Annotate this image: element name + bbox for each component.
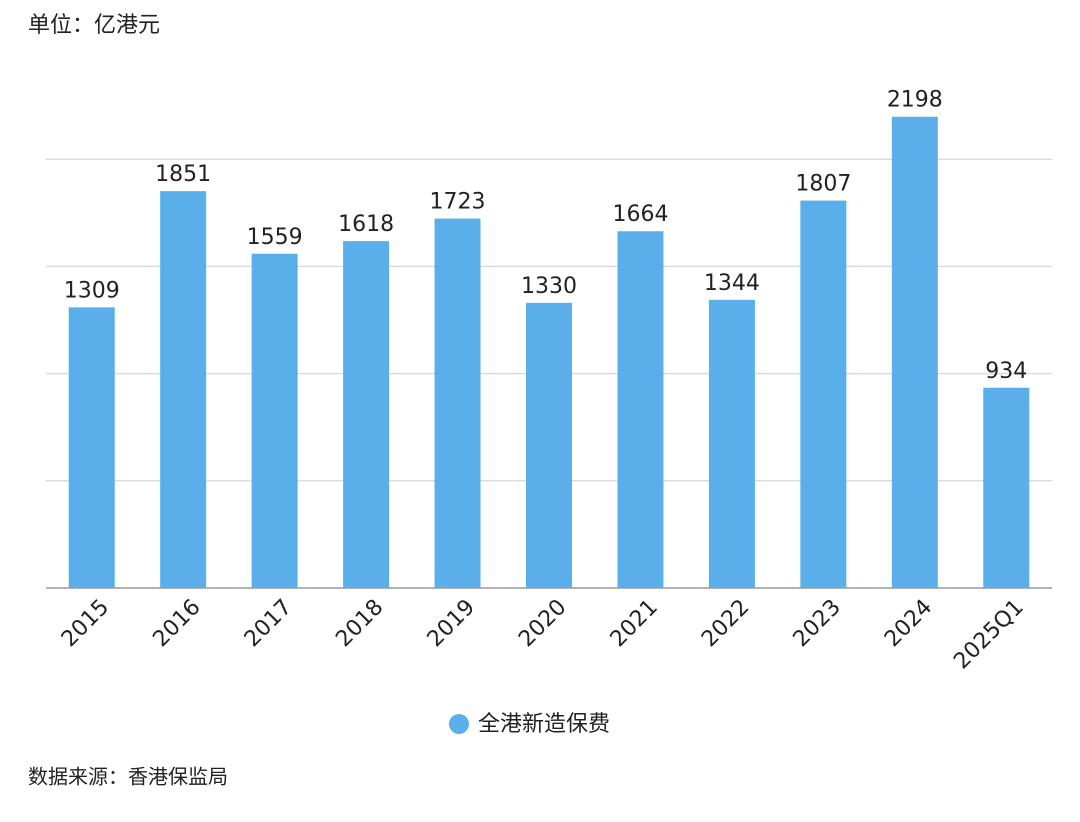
data-label: 1807: [795, 172, 851, 197]
bar: [343, 241, 390, 588]
x-tick-label: 2018: [331, 595, 388, 652]
data-label: 2198: [887, 88, 943, 113]
x-tick-label: 2015: [57, 595, 114, 652]
x-tick-label: 2022: [697, 595, 754, 652]
bar: [251, 253, 298, 588]
bar: [983, 387, 1030, 588]
data-label: 1664: [612, 202, 668, 227]
bar: [891, 116, 938, 588]
bar: [434, 218, 481, 588]
legend-label: 全港新造保费: [478, 712, 610, 737]
x-tick-label: 2016: [148, 595, 205, 652]
x-tick-label: 2023: [789, 595, 846, 652]
bar: [800, 200, 847, 588]
data-label: 1851: [155, 162, 211, 187]
data-label: 1723: [430, 190, 486, 215]
bar: [526, 302, 572, 588]
x-tick-label: 2025Q1: [949, 595, 1028, 674]
x-tick-label: 2017: [240, 595, 297, 652]
x-tick-label: 2019: [423, 595, 480, 652]
data-label: 934: [985, 359, 1027, 384]
x-tick-label: 2020: [514, 595, 571, 652]
data-label: 1309: [64, 278, 120, 303]
data-label: 1344: [704, 271, 760, 296]
bar: [160, 191, 207, 588]
data-label: 1330: [521, 274, 577, 299]
bar: [68, 307, 115, 588]
legend-swatch: [449, 714, 469, 734]
x-tick-label: 2024: [880, 595, 937, 652]
bar: [617, 231, 664, 588]
x-tick-label: 2021: [606, 595, 663, 652]
data-label: 1559: [247, 225, 303, 250]
source-note: 数据来源：香港保监局: [28, 765, 228, 789]
data-label: 1618: [338, 212, 394, 237]
unit-label: 单位：亿港元: [28, 13, 160, 38]
bar: [708, 299, 755, 588]
